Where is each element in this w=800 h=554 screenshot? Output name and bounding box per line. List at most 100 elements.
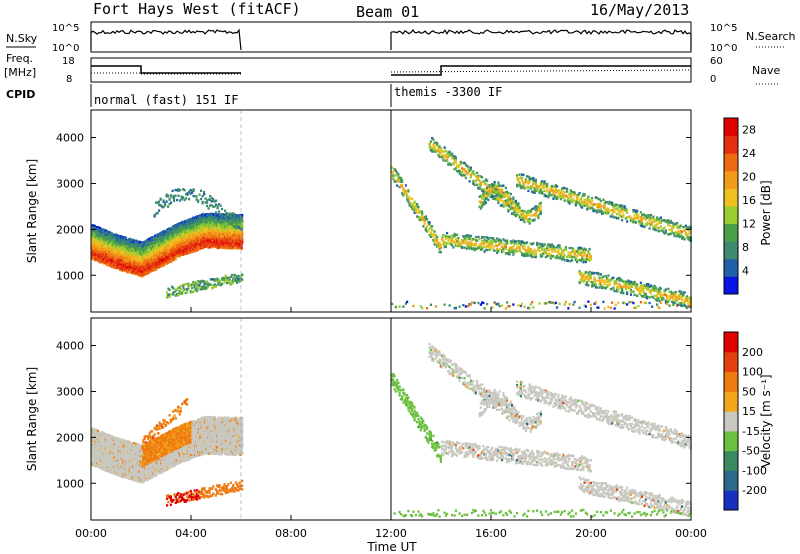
data-cell — [434, 237, 437, 240]
data-cell — [504, 193, 507, 196]
data-cell — [432, 148, 435, 151]
data-cell — [168, 198, 171, 201]
data-cell — [238, 220, 241, 223]
data-cell — [516, 213, 519, 216]
data-cell — [442, 159, 445, 162]
data-cell — [167, 294, 170, 297]
data-cell — [514, 199, 517, 203]
data-cell — [441, 156, 444, 159]
data-cell — [172, 291, 175, 294]
data-cell — [451, 239, 454, 242]
data-cell — [135, 243, 138, 247]
data-cell — [472, 244, 475, 247]
data-cell — [463, 168, 466, 171]
data-cell — [391, 166, 394, 169]
data-cell — [182, 196, 185, 200]
data-cell — [494, 190, 497, 193]
data-cell — [508, 305, 511, 308]
data-cell — [421, 212, 424, 215]
data-cell — [172, 246, 175, 249]
data-cell — [226, 237, 229, 240]
data-cell — [434, 149, 437, 152]
data-cell — [394, 174, 397, 177]
data-cell — [154, 234, 157, 237]
data-cell — [220, 237, 223, 240]
data-cell — [428, 233, 431, 237]
data-cell — [205, 220, 208, 223]
data-cell — [403, 193, 406, 196]
data-cell — [169, 229, 172, 233]
data-cell — [187, 282, 190, 286]
data-cell — [223, 237, 227, 241]
data-cell — [232, 242, 236, 246]
data-cell — [193, 226, 196, 229]
data-cell — [441, 236, 444, 239]
data-cell — [229, 275, 232, 279]
data-cell — [424, 215, 427, 218]
data-cell — [134, 251, 137, 254]
data-cell — [183, 232, 186, 235]
data-cell — [121, 269, 124, 272]
data-cell — [513, 210, 516, 213]
data-cell — [491, 182, 494, 186]
data-cell — [164, 204, 167, 207]
data-cell — [171, 239, 174, 243]
data-cell — [204, 197, 207, 200]
data-cell — [230, 239, 233, 242]
data-cell — [192, 290, 195, 293]
data-cell — [443, 154, 446, 157]
data-cell — [212, 284, 215, 287]
data-cell — [399, 176, 402, 180]
data-cell — [509, 198, 512, 202]
data-cell — [158, 200, 161, 203]
data-cell — [102, 241, 105, 244]
data-cell — [117, 241, 120, 244]
data-cell — [452, 246, 455, 249]
data-cell — [183, 241, 186, 244]
data-cell — [476, 176, 479, 179]
data-cell — [183, 222, 186, 225]
data-cell — [483, 236, 486, 239]
data-cell — [159, 204, 162, 207]
data-cell — [511, 206, 514, 209]
data-cell — [237, 277, 240, 281]
data-cell — [412, 204, 415, 207]
data-cell — [196, 284, 199, 288]
data-cell — [439, 246, 442, 250]
data-cell — [122, 249, 125, 252]
data-cell — [238, 280, 241, 283]
data-cell — [231, 239, 235, 243]
data-cell — [471, 237, 474, 241]
data-cell — [203, 280, 206, 283]
data-cell — [214, 285, 217, 288]
data-cell — [438, 243, 441, 246]
data-cell — [131, 270, 134, 273]
data-cell — [497, 199, 500, 202]
data-cell — [162, 237, 165, 240]
data-cell — [502, 191, 505, 195]
data-cell — [173, 233, 176, 237]
data-cell — [230, 222, 233, 225]
data-cell — [184, 288, 187, 291]
data-cell — [477, 301, 480, 305]
cpid-segment-1-label: normal (fast) 151 IF — [94, 93, 239, 107]
data-cell — [468, 235, 471, 238]
data-cell — [223, 236, 226, 239]
data-cell — [492, 197, 495, 200]
data-cell — [93, 247, 96, 250]
data-cell — [231, 212, 234, 215]
data-cell — [483, 188, 486, 191]
data-cell — [477, 246, 480, 249]
data-cell — [466, 247, 469, 250]
data-cell — [223, 278, 226, 282]
data-cell — [498, 192, 501, 195]
data-cell — [203, 193, 206, 196]
data-cell — [219, 213, 222, 217]
data-cell — [132, 270, 136, 274]
data-cell — [494, 188, 497, 192]
data-cell — [431, 225, 434, 228]
data-cell — [509, 242, 512, 245]
data-cell — [217, 278, 220, 282]
data-cell — [467, 165, 470, 168]
data-cell — [468, 180, 471, 183]
